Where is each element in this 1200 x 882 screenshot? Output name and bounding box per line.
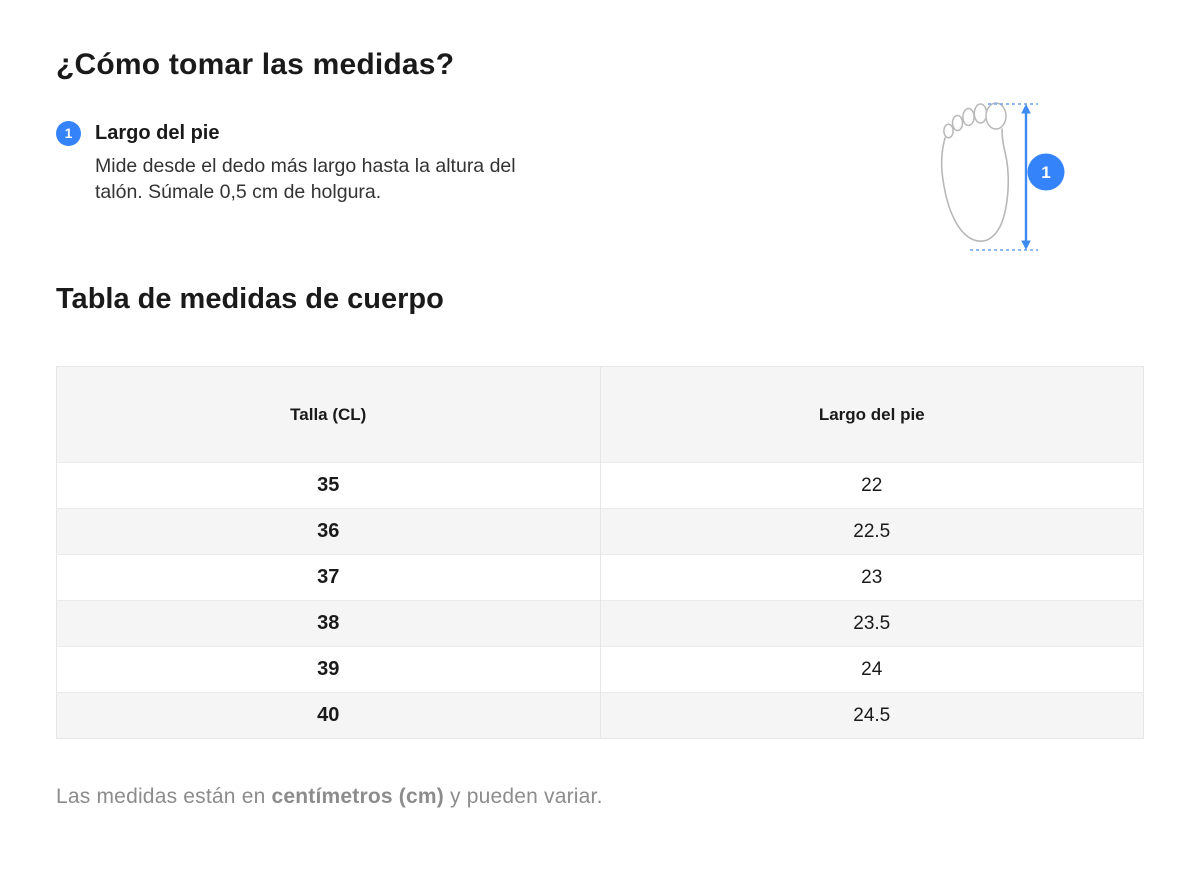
largo-cell: 24.5 <box>600 692 1144 739</box>
talla-cell: 39 <box>56 646 601 693</box>
instruction-label: Largo del pie <box>95 122 220 144</box>
measurement-arrow-icon <box>1021 104 1031 250</box>
table-row: 36 22.5 <box>56 508 1144 555</box>
table-row: 35 22 <box>56 462 1144 509</box>
svg-text:1: 1 <box>1041 163 1050 182</box>
largo-cell: 22.5 <box>600 508 1144 555</box>
table-row: 39 24 <box>56 646 1144 693</box>
measurement-guide-dashes <box>970 103 1038 251</box>
page-title: ¿Cómo tomar las medidas? <box>56 48 455 81</box>
column-header-largo-del-pie: Largo del pie <box>600 366 1144 463</box>
largo-cell: 22 <box>600 462 1144 509</box>
diagram-step-1-badge: 1 <box>1027 153 1065 191</box>
table-row: 37 23 <box>56 554 1144 601</box>
note-suffix: y pueden variar. <box>443 785 603 808</box>
instruction-text: Largo del pie Mide desde el dedo más lar… <box>95 120 531 205</box>
note-units: centímetros (cm) <box>271 785 444 808</box>
table-section-title: Tabla de medidas de cuerpo <box>56 283 444 315</box>
foot-measurement-diagram: 1 <box>936 100 1066 260</box>
talla-cell: 40 <box>56 692 601 739</box>
talla-cell: 36 <box>56 508 601 555</box>
instruction-description: Mide desde el dedo más largo hasta la al… <box>95 155 516 203</box>
foot-outline-icon: 1 <box>940 102 1065 251</box>
table-row: 40 24.5 <box>56 692 1144 739</box>
largo-cell: 23.5 <box>600 600 1144 647</box>
note-prefix: Las medidas están en <box>56 785 272 808</box>
size-table-header-row: Talla (CL) Largo del pie <box>56 366 1144 463</box>
largo-cell: 23 <box>600 554 1144 601</box>
talla-cell: 38 <box>56 600 601 647</box>
column-header-talla: Talla (CL) <box>56 366 601 463</box>
size-table: Talla (CL) Largo del pie 35 22 36 22.5 3… <box>56 366 1144 739</box>
measurements-note: Las medidas están en centímetros (cm) y … <box>56 785 1144 809</box>
step-1-badge: 1 <box>56 121 81 146</box>
largo-cell: 24 <box>600 646 1144 693</box>
talla-cell: 37 <box>56 554 601 601</box>
instruction-section: 1 Largo del pie Mide desde el dedo más l… <box>56 120 1144 205</box>
table-row: 38 23.5 <box>56 600 1144 647</box>
talla-cell: 35 <box>56 462 601 509</box>
